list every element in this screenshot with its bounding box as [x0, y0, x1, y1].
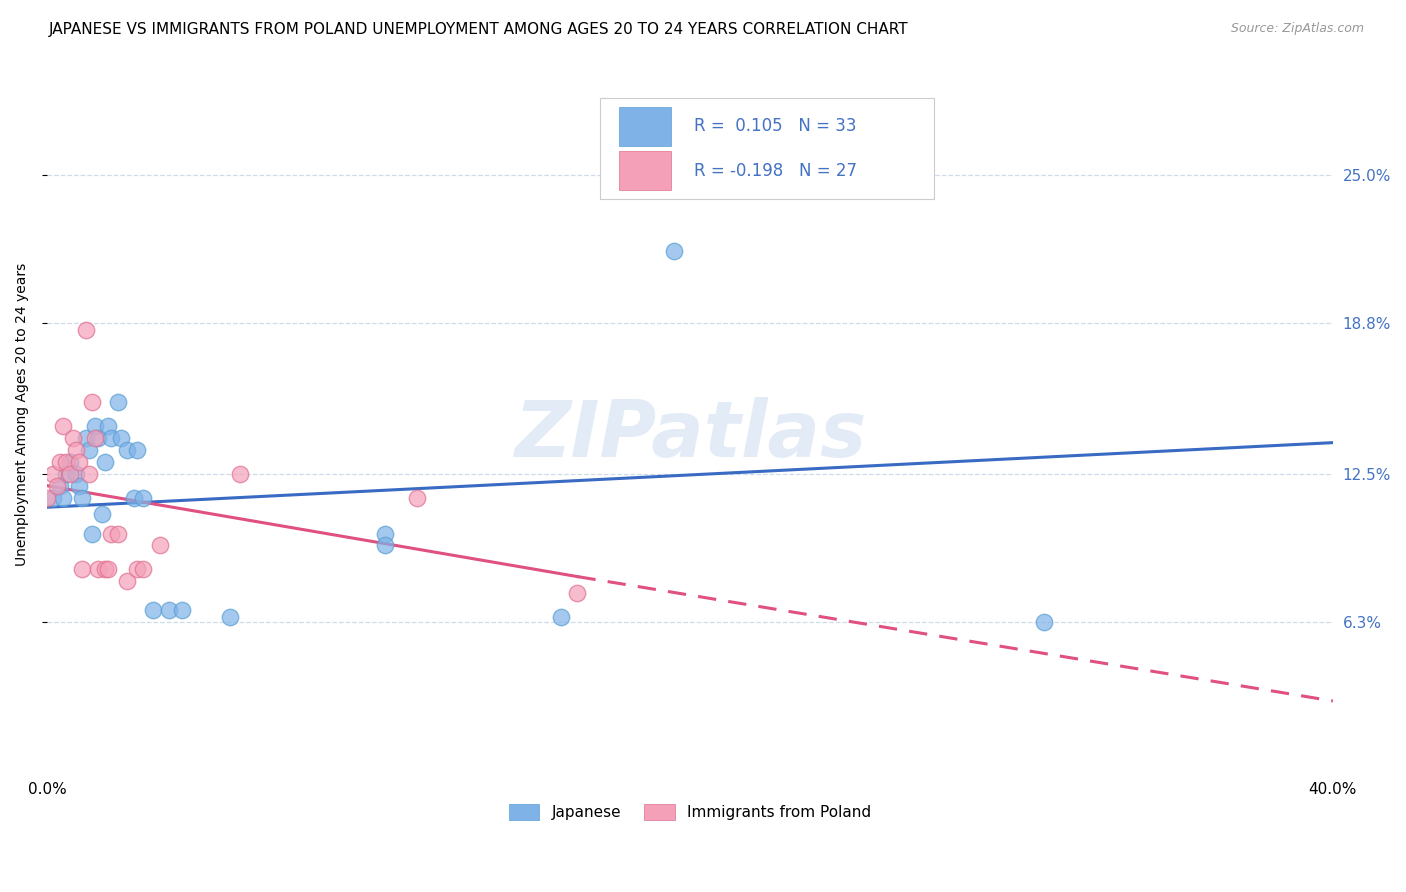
Point	[65, 467, 87, 481]
Point	[107, 526, 129, 541]
Point	[87, 562, 110, 576]
Point	[662, 179, 685, 194]
Point	[45, 479, 67, 493]
Point	[77, 467, 100, 481]
Point	[148, 539, 170, 553]
Point	[170, 603, 193, 617]
Point	[229, 467, 252, 481]
Point	[94, 455, 117, 469]
Point	[80, 395, 103, 409]
Point	[52, 491, 75, 505]
Point	[122, 491, 145, 505]
Point	[84, 418, 107, 433]
Text: R =  0.105   N = 33: R = 0.105 N = 33	[693, 118, 856, 136]
Text: JAPANESE VS IMMIGRANTS FROM POLAND UNEMPLOYMENT AMONG AGES 20 TO 24 YEARS CORREL: JAPANESE VS IMMIGRANTS FROM POLAND UNEMP…	[49, 22, 908, 37]
Point	[94, 562, 117, 576]
Point	[374, 526, 396, 541]
Point	[87, 431, 110, 445]
Point	[117, 574, 139, 589]
Point	[157, 603, 180, 617]
Point	[405, 491, 427, 505]
Legend: Japanese, Immigrants from Poland: Japanese, Immigrants from Poland	[503, 797, 877, 826]
Point	[142, 603, 165, 617]
FancyBboxPatch shape	[600, 98, 935, 199]
Point	[42, 467, 65, 481]
Point	[100, 431, 122, 445]
Point	[132, 562, 155, 576]
Point	[125, 562, 148, 576]
Point	[125, 442, 148, 457]
Point	[49, 479, 72, 493]
FancyBboxPatch shape	[619, 151, 671, 190]
Point	[35, 491, 58, 505]
Point	[110, 431, 132, 445]
Point	[72, 562, 94, 576]
Point	[117, 442, 139, 457]
Point	[67, 455, 90, 469]
Point	[62, 431, 84, 445]
Point	[80, 526, 103, 541]
Point	[84, 431, 107, 445]
Point	[75, 323, 97, 337]
FancyBboxPatch shape	[619, 106, 671, 146]
Point	[107, 395, 129, 409]
Point	[97, 418, 120, 433]
Y-axis label: Unemployment Among Ages 20 to 24 years: Unemployment Among Ages 20 to 24 years	[15, 262, 30, 566]
Point	[58, 467, 80, 481]
Point	[72, 491, 94, 505]
Point	[132, 491, 155, 505]
Point	[219, 610, 242, 624]
Point	[55, 467, 77, 481]
Point	[42, 491, 65, 505]
Point	[567, 586, 589, 600]
Point	[374, 539, 396, 553]
Point	[90, 508, 112, 522]
Point	[58, 455, 80, 469]
Point	[67, 479, 90, 493]
Point	[77, 442, 100, 457]
Point	[65, 442, 87, 457]
Point	[97, 562, 120, 576]
Point	[52, 418, 75, 433]
Point	[1032, 615, 1054, 629]
Point	[100, 526, 122, 541]
Point	[55, 455, 77, 469]
Text: R = -0.198   N = 27: R = -0.198 N = 27	[693, 161, 856, 179]
Text: ZIPatlas: ZIPatlas	[513, 398, 866, 474]
Text: Source: ZipAtlas.com: Source: ZipAtlas.com	[1230, 22, 1364, 36]
Point	[550, 610, 572, 624]
Point	[662, 244, 685, 259]
Point	[75, 431, 97, 445]
Point	[49, 455, 72, 469]
